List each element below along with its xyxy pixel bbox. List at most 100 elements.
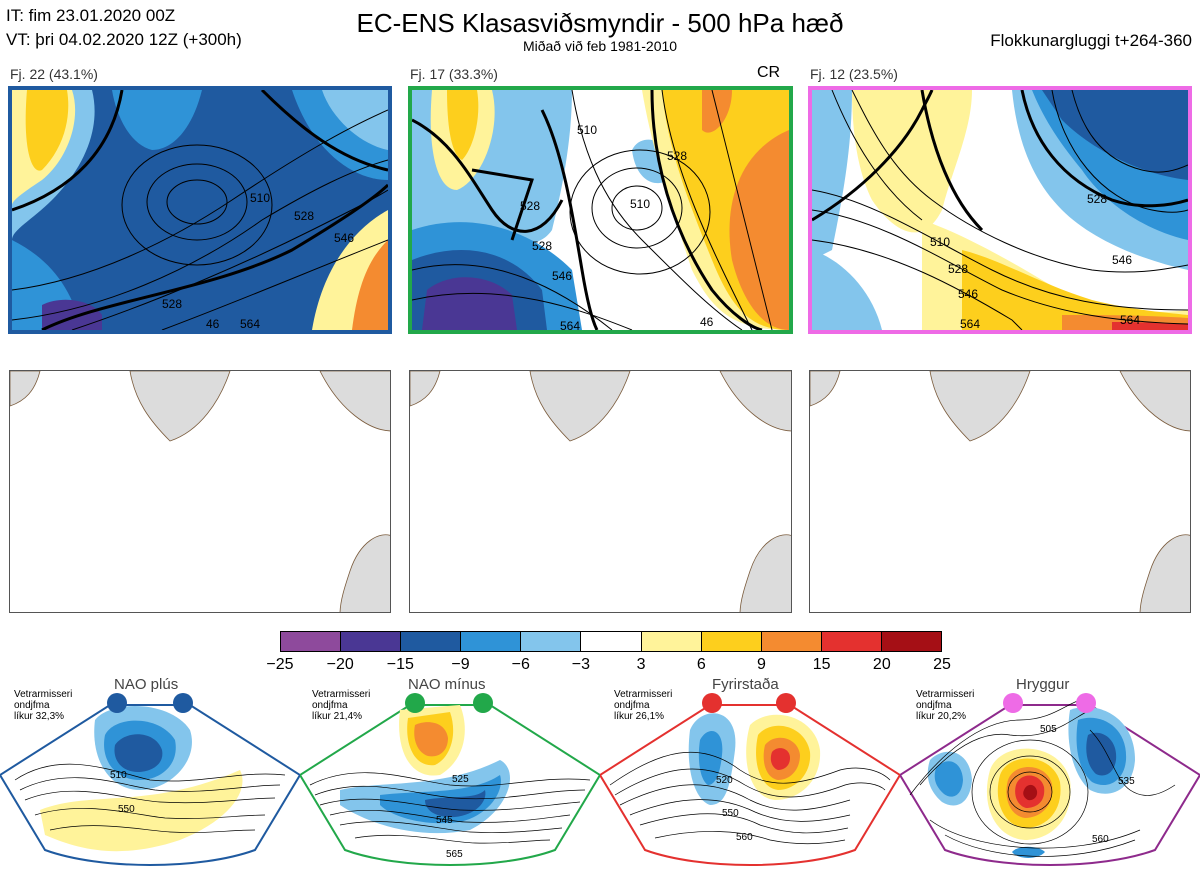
colorbar-swatch <box>401 632 462 651</box>
cluster-3-label: Fj. 12 (23.5%) <box>810 66 898 82</box>
regime-map-4: 505 535 560 <box>900 693 1200 866</box>
regime-2-title: NAO mínus <box>408 676 486 693</box>
regime-contour-label: 505 <box>1040 724 1057 735</box>
cluster-map-2: 510 510 528 528 528 546 564 46 <box>408 86 793 334</box>
contour-label: 546 <box>334 231 354 245</box>
regime-1-info: Vetrarmisseri ondjfma líkur 32,3% <box>14 689 72 722</box>
regime-contour-label: 510 <box>110 770 127 781</box>
colorbar-tick: −3 <box>571 656 591 673</box>
regime-probability: líkur 21,4% <box>312 711 363 722</box>
empty-map-3 <box>809 370 1191 613</box>
regime-4-info: Vetrarmisseri ondjfma líkur 20,2% <box>916 689 974 722</box>
regime-contour-label: 525 <box>452 774 469 785</box>
header-info: IT: fim 23.01.2020 00Z VT: þri 04.02.202… <box>6 4 242 52</box>
colorbar-tick: 3 <box>636 656 646 673</box>
contour-label: 564 <box>240 317 260 330</box>
contour-label: 546 <box>552 269 572 283</box>
regime-4-dot-right <box>1076 693 1096 713</box>
contour-label: 510 <box>930 235 950 249</box>
colorbar-swatch <box>641 632 702 651</box>
empty-map-1 <box>9 370 391 613</box>
regime-3-info: Vetrarmisseri ondjfma líkur 26,1% <box>614 689 672 722</box>
regime-contour-label: 560 <box>736 832 753 843</box>
regime-4-title: Hryggur <box>1016 676 1070 693</box>
contour-label: 528 <box>162 297 182 311</box>
contour-label: 528 <box>294 209 314 223</box>
contour-label: 528 <box>520 199 540 213</box>
contour-label: 528 <box>948 262 968 276</box>
colorbar-tick: −25 <box>266 656 294 673</box>
colorbar-swatch <box>821 632 882 651</box>
regime-contour-label: 535 <box>1118 776 1135 787</box>
valid-time: VT: þri 04.02.2020 12Z (+300h) <box>6 30 242 49</box>
contour-label: 46 <box>206 317 220 330</box>
contour-label: 528 <box>1087 192 1107 206</box>
colorbar-swatch <box>281 632 342 651</box>
contour-label: 510 <box>630 197 650 211</box>
colorbar-swatch <box>581 632 642 651</box>
regime-1-title: NAO plús <box>114 676 179 693</box>
regime-info-line: ondjfma <box>14 700 50 711</box>
cluster-2-tag: CR <box>757 64 781 81</box>
contour-label: 528 <box>532 239 552 253</box>
colorbar-tick: 20 <box>872 656 891 673</box>
regime-3-dot-right <box>776 693 796 713</box>
contour-label: 564 <box>560 319 580 330</box>
regime-3-dot-left <box>702 693 722 713</box>
colorbar-tick: 15 <box>812 656 831 673</box>
regime-contour-label: 560 <box>1092 834 1109 845</box>
initial-time: IT: fim 23.01.2020 00Z <box>6 6 176 25</box>
contour-label: 564 <box>1120 313 1140 327</box>
colorbar-swatch <box>881 632 942 651</box>
regime-contour-label: 550 <box>118 804 135 815</box>
regime-probability: líkur 32,3% <box>14 711 65 722</box>
colorbar-tick: −6 <box>511 656 530 673</box>
colorbar-swatch <box>701 632 762 651</box>
contour-label: 510 <box>250 191 270 205</box>
regime-1-dot-left <box>107 693 127 713</box>
regime-contour-label: 565 <box>446 849 463 860</box>
regime-2-dot-left <box>405 693 425 713</box>
cluster-map-3: 528 510 528 546 546 564 564 <box>808 86 1192 334</box>
colorbar <box>280 631 942 652</box>
regime-contour-label: 545 <box>436 815 453 826</box>
page-subtitle: Miðað við feb 1981-2010 <box>522 38 678 54</box>
empty-map-2 <box>409 370 792 613</box>
regime-info-line: ondjfma <box>312 700 348 711</box>
colorbar-tick: −15 <box>386 656 414 673</box>
regime-probability: líkur 20,2% <box>916 711 967 722</box>
regime-contour-label: 550 <box>722 808 739 819</box>
cluster-map-1: 528 510 528 546 564 46 <box>8 86 392 334</box>
contour-label: 510 <box>577 123 597 137</box>
contour-label: 46 <box>700 315 714 329</box>
regime-info-line: Vetrarmisseri <box>916 689 975 700</box>
colorbar-swatch <box>461 632 522 651</box>
regime-2-info: Vetrarmisseri ondjfma líkur 21,4% <box>312 689 370 722</box>
regime-info-line: Vetrarmisseri <box>14 689 73 700</box>
colorbar-swatch <box>341 632 402 651</box>
cluster-1-label: Fj. 22 (43.1%) <box>10 66 98 82</box>
regime-contour-label: 520 <box>716 775 733 786</box>
cluster-2-label: Fj. 17 (33.3%) <box>410 66 498 82</box>
regime-map-1: 510 550 <box>0 693 300 866</box>
regime-4-dot-left <box>1003 693 1023 713</box>
regime-2-dot-right <box>473 693 493 713</box>
regime-info-line: Vetrarmisseri <box>312 689 371 700</box>
contour-label: 546 <box>1112 253 1132 267</box>
colorbar-tick: 9 <box>757 656 766 673</box>
regime-info-line: ondjfma <box>614 700 650 711</box>
classification-window: Flokkunargluggi t+264-360 <box>990 31 1192 50</box>
contour-label: 546 <box>958 287 978 301</box>
contour-label: 528 <box>667 149 687 163</box>
regime-map-3: 520 550 560 <box>600 693 900 866</box>
colorbar-swatch <box>521 632 582 651</box>
colorbar-tick: 6 <box>696 656 706 673</box>
regime-3-title: Fyrirstaða <box>712 676 779 693</box>
regime-map-2: 525 545 565 <box>300 693 600 866</box>
colorbar-tick: −9 <box>451 656 470 673</box>
regime-info-line: ondjfma <box>916 700 952 711</box>
colorbar-tick: −20 <box>326 656 354 673</box>
regime-probability: líkur 26,1% <box>614 711 665 722</box>
colorbar-tick: 25 <box>933 656 951 673</box>
regime-info-line: Vetrarmisseri <box>614 689 673 700</box>
